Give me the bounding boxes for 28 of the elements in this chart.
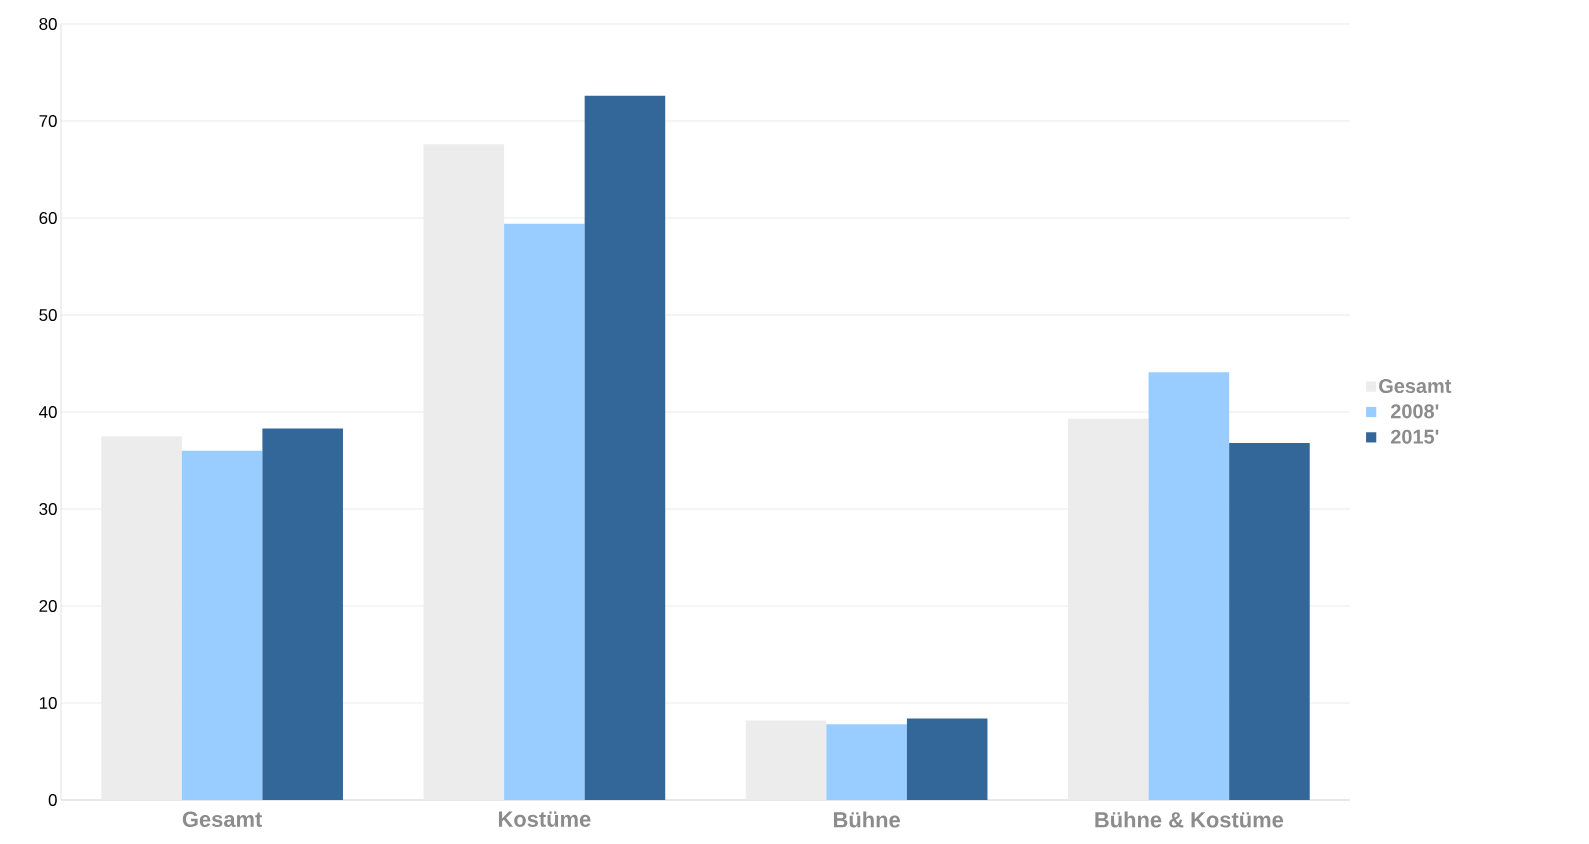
x-tick-label: Bühne & Kostüme <box>1095 811 1284 828</box>
y-tick-label: 80 <box>39 18 57 30</box>
bar <box>906 718 988 800</box>
y-tick-label: 30 <box>39 503 57 515</box>
y-tick-label: 20 <box>39 600 57 612</box>
bar <box>262 428 343 800</box>
y-tick-label: 10 <box>39 697 57 709</box>
bar <box>1068 418 1149 800</box>
legend-label: 2015' <box>1390 429 1439 444</box>
y-tick-label: 50 <box>39 309 57 321</box>
bar <box>504 223 585 800</box>
y-tick-label: 60 <box>39 212 57 224</box>
legend-label: 2008' <box>1390 404 1439 419</box>
bar <box>1229 443 1310 800</box>
bar <box>826 724 907 800</box>
bar <box>745 720 827 800</box>
x-tick-label: Kostüme <box>498 811 591 827</box>
bar <box>423 144 505 800</box>
legend-label: Gesamt <box>1379 378 1452 394</box>
bar <box>181 450 263 800</box>
x-tick-label: Gesamt <box>182 811 263 828</box>
bar <box>1148 372 1230 800</box>
y-tick-label: 70 <box>39 115 57 127</box>
x-tick-label: Bühne <box>834 811 900 828</box>
y-tick-label: 0 <box>48 794 57 806</box>
y-tick-label: 40 <box>39 406 57 418</box>
bar <box>584 95 666 800</box>
bar <box>101 436 182 800</box>
